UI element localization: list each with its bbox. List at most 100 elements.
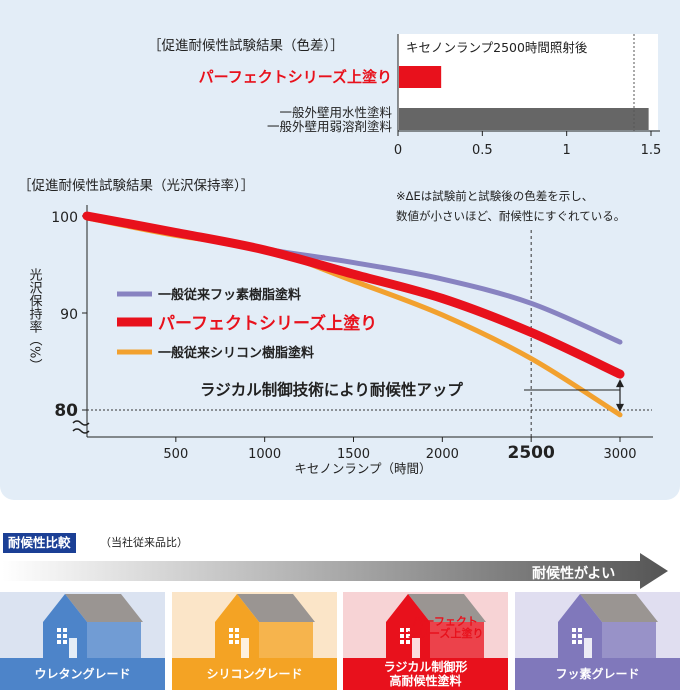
grade-label-line: ラジカル制御形	[383, 660, 468, 674]
line-perfect	[82, 211, 625, 379]
grade-card: ウレタングレード	[0, 592, 165, 690]
bar-tick-label: 1	[563, 143, 571, 158]
window-icon	[406, 634, 410, 638]
house-side-icon	[259, 622, 313, 658]
y-tick-label: 90	[60, 307, 78, 323]
axis-break-icon	[72, 420, 90, 434]
window-icon	[400, 628, 404, 632]
legend: 一般従来フッ素樹脂塗料 パーフェクトシリーズ上塗り 一般従来シリコン樹脂塗料	[117, 287, 377, 361]
x-tick-label: 500	[163, 447, 188, 462]
x-tick-label: 1500	[337, 447, 370, 462]
window-icon	[229, 628, 233, 632]
comparison-subtitle: （当社従来品比）	[100, 536, 188, 549]
bar-category-label: 一般外壁用水性塗料	[279, 105, 392, 120]
bar-chart-subtitle: キセノンランプ2500時間照射後	[406, 40, 588, 55]
gap-arrow-head-bottom-icon	[616, 403, 624, 412]
window-icon	[57, 634, 61, 638]
note-line-1: ※ΔEは試験前と試験後の色差を示し、	[396, 189, 593, 203]
window-icon	[235, 634, 239, 638]
house-side-icon	[430, 622, 484, 658]
house-badge-line: シリーズ上塗り	[407, 627, 484, 640]
house-icon	[215, 594, 315, 658]
grade-card: フッ素グレード	[515, 592, 680, 690]
grade-label: ウレタングレード	[0, 658, 165, 690]
gap-arrow-head-top-icon	[616, 379, 624, 388]
grade-card: パーフェクト シリーズ上塗りラジカル制御形 高耐候性塗料	[343, 592, 508, 690]
x-tick-label: 2500	[508, 443, 555, 463]
house-icon	[43, 594, 143, 658]
door-icon	[241, 638, 249, 658]
grade-label-text: ラジカル制御形 高耐候性塗料	[384, 660, 468, 688]
bar-ticks: 0 0.5 1 1.5	[394, 131, 661, 158]
door-icon	[412, 638, 420, 658]
window-icon	[235, 628, 239, 632]
house-badge-line: パーフェクト	[412, 615, 478, 628]
bar-category-label: パーフェクトシリーズ上塗り	[199, 68, 392, 86]
roof-icon	[237, 594, 315, 622]
window-icon	[400, 634, 404, 638]
bar-tick-label: 1.5	[641, 143, 662, 158]
door-icon	[584, 638, 592, 658]
grade-label-text: ウレタングレード	[34, 667, 130, 681]
bar-chart-title: ［促進耐候性試験結果（色差）］	[148, 37, 344, 54]
x-tick-label: 2000	[426, 447, 459, 462]
bar-group	[399, 66, 649, 130]
window-icon	[63, 628, 67, 632]
x-tick-label: 3000	[603, 447, 636, 462]
bar-tick-label: 0.5	[472, 143, 493, 158]
grade-label-text: フッ素グレード	[555, 667, 639, 681]
note-line-2: 数値が小さいほど、耐候性にすぐれている。	[396, 209, 625, 223]
annotation-text: ラジカル制御技術により耐候性アップ	[200, 380, 463, 399]
grade-label: フッ素グレード	[515, 658, 680, 690]
grade-label-line: シリコングレード	[206, 667, 303, 681]
house-side-icon	[87, 622, 141, 658]
window-icon	[63, 634, 67, 638]
door-icon	[69, 638, 77, 658]
bar-0	[399, 66, 442, 88]
bar-1	[399, 108, 649, 130]
window-icon	[63, 640, 67, 644]
window-icon	[406, 628, 410, 632]
grade-label: ラジカル制御形 高耐候性塗料	[343, 658, 508, 690]
line-xlabel: キセノンランプ（時間）	[294, 461, 431, 476]
window-icon	[406, 640, 410, 644]
bar-category-label: 一般外壁用弱溶剤塗料	[267, 119, 393, 134]
legend-label-silicone: 一般従来シリコン樹脂塗料	[158, 345, 314, 361]
window-icon	[572, 640, 576, 644]
legend-label-perfect: パーフェクトシリーズ上塗り	[158, 313, 377, 334]
window-icon	[400, 640, 404, 644]
roof-icon	[580, 594, 658, 622]
window-icon	[572, 628, 576, 632]
window-icon	[229, 640, 233, 644]
bar-tick-label: 0	[394, 143, 402, 158]
grade-label: シリコングレード	[172, 658, 337, 690]
line-ylabel: 光沢保持率（%）	[27, 268, 43, 371]
comparison-title: 耐候性比較	[3, 533, 76, 553]
gradient-arrow-icon	[2, 553, 668, 589]
window-icon	[57, 640, 61, 644]
x-tick-label: 1000	[248, 447, 281, 462]
grade-label-line: フッ素グレード	[555, 667, 640, 681]
window-icon	[578, 634, 582, 638]
y-tick-label: 80	[54, 401, 78, 421]
line-ticks: 500 1000 1500 2000 2500 3000 80 90 100	[51, 210, 636, 463]
house-side-icon	[602, 622, 656, 658]
window-icon	[578, 640, 582, 644]
grade-card: シリコングレード	[172, 592, 337, 690]
window-icon	[572, 634, 576, 638]
grade-label-text: シリコングレード	[206, 667, 302, 681]
roof-icon	[408, 594, 486, 622]
house-badge: パーフェクト シリーズ上塗り	[407, 616, 483, 640]
y-tick-label: 100	[51, 210, 78, 226]
charts-canvas: ［促進耐候性試験結果（色差）］ キセノンランプ2500時間照射後 0 0.5 1 1.…	[18, 34, 661, 476]
legend-label-fluorine: 一般従来フッ素樹脂塗料	[158, 287, 301, 303]
arrow-label: 耐候性がよい	[532, 565, 615, 582]
window-icon	[235, 640, 239, 644]
line-chart-title: ［促進耐候性試験結果（光沢保持率）］	[18, 177, 254, 194]
window-icon	[578, 628, 582, 632]
grade-label-line: ウレタングレード	[34, 667, 131, 681]
window-icon	[229, 634, 233, 638]
house-icon	[558, 594, 658, 658]
window-icon	[57, 628, 61, 632]
